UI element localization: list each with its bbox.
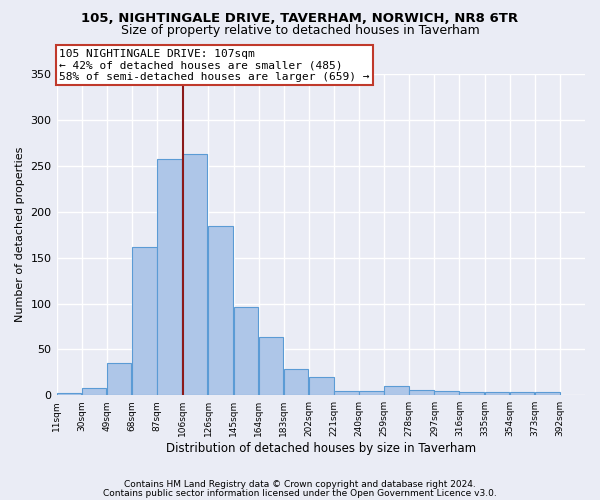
Bar: [233, 307, 258, 395]
Text: Contains public sector information licensed under the Open Government Licence v3: Contains public sector information licen…: [103, 489, 497, 498]
Bar: [284, 368, 308, 395]
Bar: [409, 390, 434, 395]
Bar: [82, 388, 106, 395]
Text: 105 NIGHTINGALE DRIVE: 107sqm
← 42% of detached houses are smaller (485)
58% of : 105 NIGHTINGALE DRIVE: 107sqm ← 42% of d…: [59, 48, 370, 82]
Bar: [334, 390, 359, 395]
Y-axis label: Number of detached properties: Number of detached properties: [15, 147, 25, 322]
Bar: [434, 390, 459, 395]
Bar: [509, 392, 535, 395]
Bar: [107, 363, 131, 395]
Bar: [157, 158, 182, 395]
Text: 105, NIGHTINGALE DRIVE, TAVERHAM, NORWICH, NR8 6TR: 105, NIGHTINGALE DRIVE, TAVERHAM, NORWIC…: [82, 12, 518, 26]
Bar: [259, 338, 283, 395]
Bar: [56, 394, 81, 395]
Bar: [460, 392, 484, 395]
Text: Size of property relative to detached houses in Taverham: Size of property relative to detached ho…: [121, 24, 479, 37]
Text: Contains HM Land Registry data © Crown copyright and database right 2024.: Contains HM Land Registry data © Crown c…: [124, 480, 476, 489]
Bar: [535, 392, 560, 395]
Bar: [309, 377, 334, 395]
Bar: [485, 392, 509, 395]
X-axis label: Distribution of detached houses by size in Taverham: Distribution of detached houses by size …: [166, 442, 476, 455]
Bar: [208, 226, 233, 395]
Bar: [359, 390, 384, 395]
Bar: [182, 154, 207, 395]
Bar: [132, 246, 157, 395]
Bar: [384, 386, 409, 395]
